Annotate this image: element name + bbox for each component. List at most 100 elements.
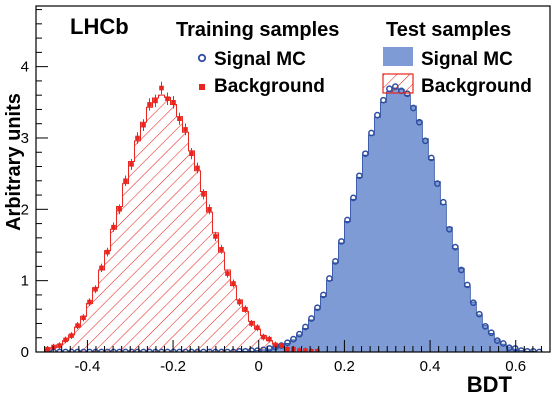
signal-training-point (362, 150, 369, 158)
background-training-point (243, 306, 248, 312)
signal-training-point (499, 340, 507, 347)
signal-training-point (350, 194, 357, 202)
background-training-point (69, 333, 74, 338)
background-training-point (279, 343, 284, 348)
background-training-point (57, 343, 62, 348)
experiment-label: LHCb (70, 14, 129, 39)
background-training-point (63, 337, 68, 343)
x-tick-label: -0.2 (160, 358, 186, 375)
background-training-point (297, 348, 302, 352)
x-tick-label: 0.6 (505, 358, 526, 375)
x-axis-label: BDT (467, 372, 513, 397)
legend-test-signal-swatch (383, 47, 413, 66)
signal-training-point (439, 198, 447, 206)
x-tick-label: 0 (255, 358, 263, 375)
signal-training-point (487, 329, 495, 337)
background-training-point (159, 85, 164, 91)
y-tick-label: 2 (21, 201, 29, 218)
signal-training-point (338, 238, 345, 245)
signal-training-point (302, 323, 309, 331)
background-training-point (285, 346, 290, 352)
background-training-point (111, 224, 116, 230)
signal-training-point (481, 322, 489, 330)
signal-training-point (422, 137, 429, 145)
background-training-point (195, 165, 200, 171)
signal-training-point (254, 347, 261, 352)
background-training-point (189, 151, 194, 156)
background-training-point (303, 348, 308, 352)
signal-training-point (296, 330, 303, 338)
signal-training-point (416, 118, 423, 126)
background-training-point (273, 342, 278, 348)
background-training-point (117, 207, 122, 212)
signal-training-point (380, 96, 387, 104)
markers-training-samples-background (45, 81, 320, 352)
background-training-point (45, 346, 50, 352)
background-training-point (165, 96, 170, 102)
background-training-point (177, 116, 182, 122)
signal-training-point (469, 299, 477, 307)
background-training-point (231, 281, 236, 286)
x-tick-label: 0.4 (420, 358, 441, 375)
background-training-point (135, 135, 140, 141)
signal-training-point (356, 172, 363, 180)
signal-training-point (428, 154, 435, 162)
background-training-point (201, 192, 206, 197)
signal-training-point (368, 129, 375, 137)
background-training-point (309, 348, 314, 352)
background-training-point (249, 321, 254, 326)
background-training-point (315, 348, 320, 352)
y-axis-label: Arbitrary units (3, 93, 25, 231)
signal-training-point (290, 335, 297, 343)
legend-training-background-label: Background (214, 76, 325, 97)
background-training-point (147, 102, 152, 107)
signal-training-point (445, 225, 453, 233)
signal-training-point (344, 216, 351, 224)
background-training-point (207, 207, 212, 212)
background-training-point (183, 127, 188, 132)
background-training-point (105, 249, 110, 255)
background-training-point (225, 271, 230, 276)
signal-training-point (457, 266, 465, 274)
background-training-point (129, 162, 134, 167)
y-tick-label: 1 (21, 273, 29, 290)
background-training-point (261, 334, 266, 340)
signal-training-point (242, 347, 249, 352)
legend-test-signal-label: Signal MC (421, 49, 513, 70)
signal-training-point (248, 347, 255, 352)
legend-training-signal-marker (197, 53, 207, 63)
signal-training-point (314, 304, 321, 312)
legend-test-background-swatch (382, 73, 414, 94)
background-training-point (99, 265, 104, 271)
background-training-point (75, 323, 80, 328)
signal-training-point (475, 310, 483, 318)
y-tick-label: 0 (21, 344, 29, 361)
signal-training-point (434, 180, 441, 187)
legend-test-background-label: Background (421, 76, 532, 97)
signal-training-point (410, 104, 417, 112)
signal-training-point (493, 337, 501, 344)
signal-training-point (374, 111, 381, 119)
background-training-point (171, 100, 176, 105)
signal-training-point (451, 243, 459, 251)
background-training-point (237, 299, 242, 305)
background-training-point (123, 178, 128, 184)
signal-training-point (326, 275, 333, 282)
signal-training-point (332, 258, 339, 265)
signal-training-point (463, 281, 471, 289)
signal-training-point (308, 315, 315, 322)
series-layer (44, 81, 550, 352)
legend-training-background-marker (199, 84, 205, 90)
signal-training-point (260, 346, 267, 352)
y-axis-ticks: 0 1 2 3 4 (21, 9, 48, 361)
background-training-point (267, 336, 272, 342)
y-tick-label: 3 (21, 130, 29, 147)
background-training-point (81, 315, 86, 321)
background-training-point (219, 246, 224, 252)
legend-training-header: Training samples (176, 19, 339, 41)
signal-training-point (320, 291, 327, 299)
signal-training-point (284, 339, 291, 347)
legend-training-signal-label: Signal MC (214, 49, 306, 70)
x-tick-label: -0.4 (74, 358, 100, 375)
